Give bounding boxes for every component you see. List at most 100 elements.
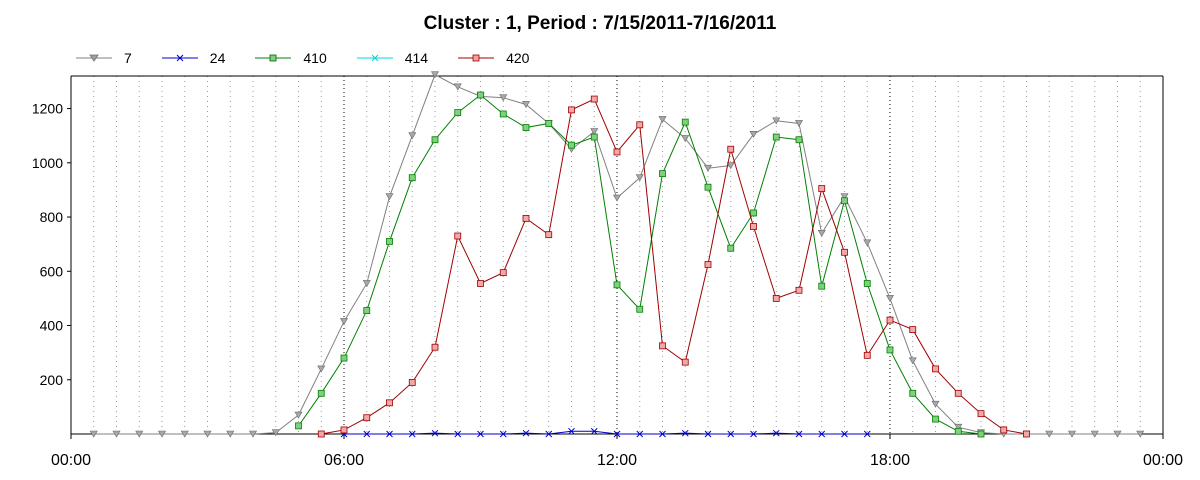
data-point-420 (499, 269, 507, 277)
data-point-410 (954, 427, 962, 435)
data-point-7 (1136, 430, 1145, 438)
data-point-24 (841, 430, 848, 438)
x-tick-label: 18:00 (870, 452, 910, 469)
legend-label-420: 420 (506, 50, 530, 66)
y-tick-label: 1000 (32, 155, 63, 171)
y-tick-label: 200 (40, 372, 64, 388)
chart-title: Cluster : 1, Period : 7/15/2011-7/16/201… (423, 13, 777, 34)
data-point-420 (386, 399, 393, 407)
legend-swatch-24 (161, 54, 198, 62)
data-point-420 (363, 414, 371, 422)
x-tick-label: 00:00 (51, 452, 91, 469)
data-point-24 (431, 429, 439, 437)
data-point-420 (545, 231, 553, 239)
data-point-410 (568, 141, 575, 149)
data-point-410 (317, 389, 325, 397)
data-point-7 (430, 71, 440, 79)
data-point-7 (521, 101, 531, 109)
data-point-24 (590, 427, 598, 435)
data-point-24 (568, 427, 575, 435)
series-line-420 (321, 98, 1027, 435)
data-point-7 (726, 162, 735, 170)
data-point-420 (522, 214, 530, 222)
data-point-420 (454, 232, 462, 240)
legend-label-410: 410 (303, 50, 327, 66)
data-point-7 (1045, 430, 1054, 438)
data-point-24 (522, 429, 530, 437)
data-point-7 (908, 357, 917, 365)
legend-item-7: 7 (74, 50, 132, 66)
data-point-410 (386, 238, 393, 245)
data-point-420 (431, 343, 439, 351)
data-point-24 (681, 429, 689, 437)
legend-swatch-414 (356, 54, 393, 62)
data-point-420 (1023, 430, 1030, 438)
series-line-24 (344, 430, 868, 435)
data-point-7 (885, 295, 895, 302)
data-point-410 (841, 197, 848, 205)
y-tick-label: 400 (40, 318, 64, 334)
legend-swatch-410 (255, 54, 292, 62)
data-point-7 (271, 429, 280, 437)
data-point-420 (977, 410, 985, 418)
data-point-7 (681, 135, 690, 142)
data-point-420 (1000, 426, 1008, 434)
data-point-410 (613, 281, 621, 289)
data-point-410 (659, 170, 666, 178)
data-point-7 (362, 280, 371, 288)
data-point-410 (704, 183, 712, 191)
data-point-420 (818, 185, 826, 192)
data-point-420 (477, 280, 484, 287)
data-point-7 (203, 430, 212, 438)
data-point-410 (590, 133, 598, 141)
data-point-24 (499, 430, 507, 438)
data-point-7 (658, 116, 667, 123)
data-point-7 (817, 230, 826, 237)
data-point-7 (840, 193, 849, 201)
data-point-7 (294, 411, 303, 419)
x-tick-label: 00:00 (1143, 452, 1183, 469)
data-point-410 (477, 91, 484, 99)
data-point-7 (180, 430, 189, 438)
data-point-410 (977, 430, 985, 438)
legend-label-414: 414 (404, 50, 429, 66)
legend-swatch-7 (76, 54, 112, 62)
data-point-420 (408, 379, 416, 386)
data-point-410 (499, 110, 507, 118)
data-point-24 (772, 429, 780, 437)
data-point-410 (727, 244, 735, 252)
data-point-420 (841, 248, 848, 256)
data-point-410 (932, 415, 939, 423)
y-tick-label: 800 (40, 209, 64, 225)
data-point-420 (954, 389, 962, 397)
data-point-420 (317, 430, 325, 438)
data-point-420 (340, 426, 348, 434)
data-point-7 (612, 194, 622, 202)
series-line-410 (298, 94, 982, 435)
data-point-7 (453, 83, 462, 91)
data-point-24 (386, 430, 393, 438)
data-point-410 (909, 389, 917, 397)
data-point-410 (750, 209, 757, 217)
data-point-7 (339, 318, 349, 326)
data-point-7 (1113, 430, 1122, 438)
legend-item-414: 414 (355, 50, 428, 66)
legend-item-24: 24 (160, 50, 225, 66)
data-point-7 (89, 430, 98, 438)
data-point-410 (545, 120, 553, 127)
data-point-24 (454, 430, 462, 438)
data-point-7 (248, 430, 258, 438)
data-point-24 (477, 430, 484, 438)
data-point-420 (613, 148, 621, 156)
legend: 7 24 410 414 420 (74, 48, 557, 68)
data-point-410 (363, 307, 371, 314)
data-point-420 (659, 342, 666, 350)
data-point-24 (545, 430, 553, 438)
data-point-24 (795, 430, 803, 438)
data-point-420 (750, 223, 757, 230)
data-point-410 (295, 422, 302, 430)
data-point-24 (750, 430, 757, 438)
data-point-24 (613, 430, 621, 438)
data-point-7 (954, 423, 963, 431)
